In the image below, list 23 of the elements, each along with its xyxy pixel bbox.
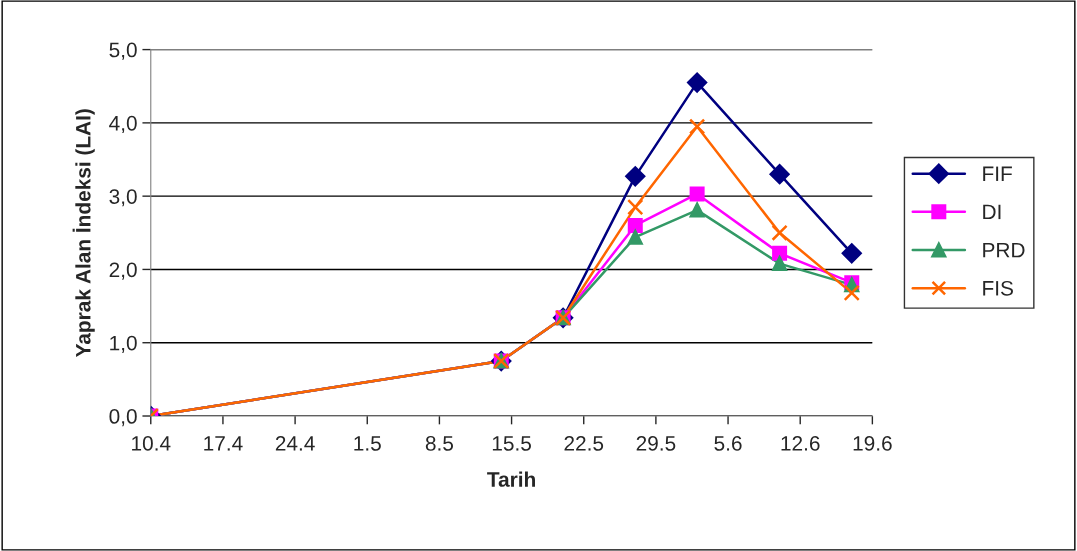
y-tick-label: 1,0 bbox=[110, 335, 137, 353]
legend-label: DI bbox=[983, 204, 1001, 220]
x-tick-label: 10.4 bbox=[132, 436, 171, 451]
y-tick-label: 3,0 bbox=[109, 189, 137, 207]
x-tick-label: 8.5 bbox=[425, 436, 454, 451]
y-tick-label: 0,0 bbox=[109, 409, 137, 427]
legend-label: FIS bbox=[983, 280, 1013, 296]
y-tick-label: 2,0 bbox=[109, 262, 137, 280]
y-axis-title: Yaprak Alan İndeksi (LAI) bbox=[72, 109, 95, 358]
x-tick-label: 19.6 bbox=[853, 436, 892, 451]
x-tick-label: 15.5 bbox=[492, 436, 531, 451]
legend-label: FIF bbox=[983, 166, 1012, 181]
y-tick-label: 4,0 bbox=[109, 115, 137, 134]
x-tick-label: 17.4 bbox=[204, 436, 243, 451]
x-tick-label: 1.5 bbox=[354, 436, 381, 451]
legend-label: PRD bbox=[983, 242, 1025, 258]
x-tick-label: 24.4 bbox=[275, 436, 315, 451]
x-tick-label: 22.5 bbox=[564, 436, 604, 451]
x-tick-label: 12.6 bbox=[781, 436, 820, 451]
x-tick-label: 29.5 bbox=[636, 436, 676, 451]
x-tick-label: 5.6 bbox=[714, 436, 742, 451]
y-tick-label: 5,0 bbox=[109, 42, 137, 60]
x-axis-title: Tarih bbox=[487, 471, 535, 487]
